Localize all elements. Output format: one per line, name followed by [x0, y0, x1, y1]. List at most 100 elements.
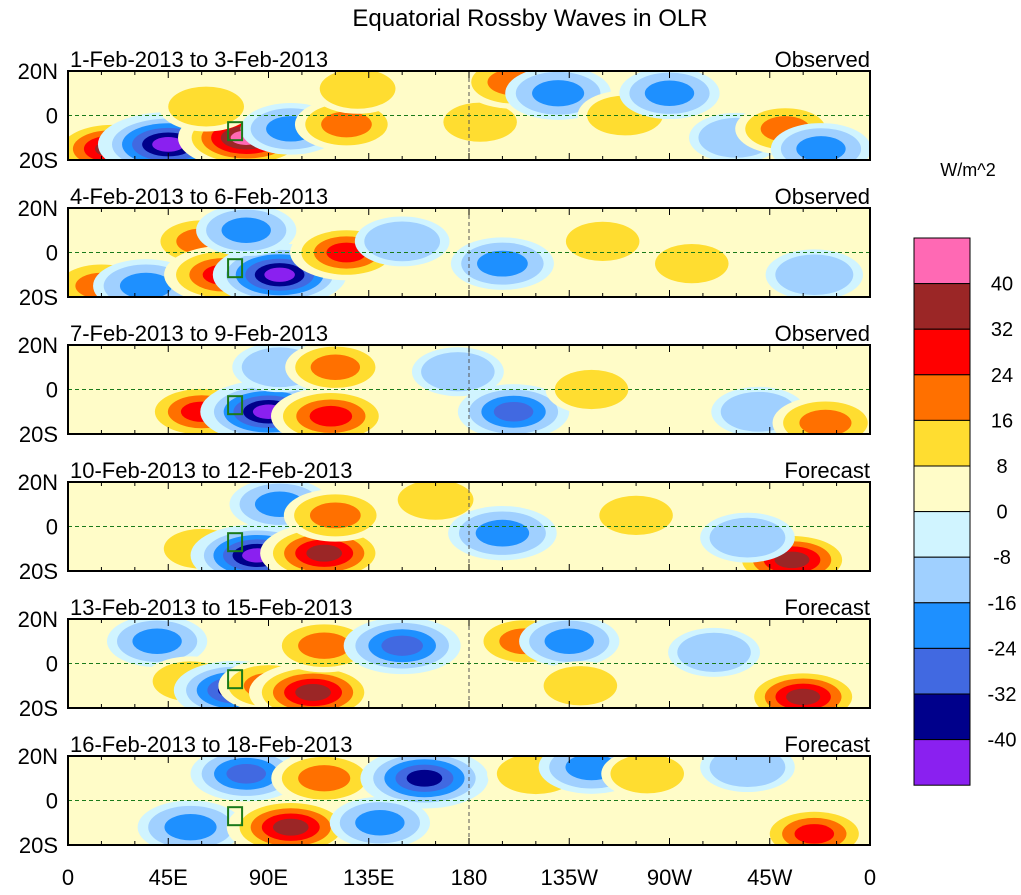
panel-date-range: 1-Feb-2013 to 3-Feb-2013	[70, 47, 328, 72]
anomaly-contour	[775, 254, 854, 296]
anomaly-contour	[168, 86, 244, 127]
map-panel: 10-Feb-2013 to 12-Feb-2013 Forecast 20N 0 20…	[18, 458, 871, 584]
y-tick-label: 20N	[18, 470, 58, 495]
x-tick-label: 45E	[149, 865, 188, 890]
anomaly-contour	[709, 517, 786, 558]
anomaly-contour	[272, 818, 309, 836]
y-tick-label: 20N	[18, 333, 58, 358]
y-tick-label: 20S	[19, 148, 58, 173]
anomaly-contour	[475, 519, 530, 547]
colorbar-label: -40	[988, 730, 1017, 752]
anomaly-contour	[309, 405, 353, 427]
colorbar-label: -8	[993, 547, 1011, 569]
anomaly-contour	[544, 628, 594, 654]
anomaly-contour	[543, 666, 618, 706]
y-tick-label: 20S	[19, 559, 58, 584]
y-tick-label: 20N	[18, 744, 58, 769]
x-tick-label: 45W	[747, 865, 792, 890]
anomaly-contour	[381, 635, 423, 656]
anomaly-contour	[226, 763, 267, 784]
x-tick-label: 135W	[541, 865, 599, 890]
anomaly-contour	[599, 495, 673, 535]
panel-date-range: 13-Feb-2013 to 15-Feb-2013	[70, 595, 353, 620]
colorbar-label: 16	[991, 410, 1013, 432]
anomaly-contour	[554, 369, 629, 410]
region-box	[227, 121, 244, 142]
map-panel: 16-Feb-2013 to 18-Feb-2013 Forecast 20N 0 20…	[18, 732, 871, 858]
y-tick-label: 0	[46, 104, 58, 129]
y-tick-label: 20S	[19, 696, 58, 721]
colorbar-swatch	[913, 556, 971, 604]
colorbar-swatch	[913, 283, 971, 330]
panel-status: Observed	[775, 184, 870, 209]
colorbar-swatch	[913, 465, 971, 513]
anomaly-contour	[406, 769, 443, 787]
colorbar-swatch	[913, 419, 971, 467]
anomaly-contour	[298, 632, 351, 659]
anomaly-contour	[443, 102, 517, 142]
anomaly-contour	[132, 628, 182, 654]
anomaly-contour	[295, 684, 331, 701]
panel-date-range: 4-Feb-2013 to 6-Feb-2013	[70, 184, 328, 209]
x-tick-label: 90W	[647, 865, 692, 890]
y-tick-label: 0	[46, 789, 58, 814]
y-tick-label: 0	[46, 515, 58, 540]
colorbar-swatch	[913, 693, 971, 741]
anomaly-contour	[655, 244, 729, 284]
x-tick-label: 90E	[249, 865, 288, 890]
panel-status: Observed	[775, 47, 870, 72]
x-tick-label: 180	[451, 865, 488, 890]
y-tick-label: 0	[46, 241, 58, 266]
anomaly-contour	[309, 502, 361, 529]
chart-title: Equatorial Rossby Waves in OLR	[352, 5, 707, 32]
colorbar-swatch	[913, 511, 971, 558]
anomaly-contour	[796, 136, 846, 160]
colorbar-label: 32	[991, 319, 1013, 341]
colorbar-swatch	[913, 739, 971, 786]
panel-date-range: 16-Feb-2013 to 18-Feb-2013	[70, 732, 353, 757]
map-panel: 7-Feb-2013 to 9-Feb-2013 Observed 20N 0 20S	[18, 321, 871, 447]
panel-status: Forecast	[784, 732, 870, 757]
region-box	[227, 806, 244, 827]
region-box	[227, 258, 244, 279]
anomaly-contour	[421, 352, 495, 392]
panel-date-range: 10-Feb-2013 to 12-Feb-2013	[70, 458, 353, 483]
anomaly-contour	[164, 814, 217, 841]
colorbar-swatch	[913, 328, 971, 376]
anomaly-contour	[306, 544, 343, 562]
x-tick-label: 0	[864, 865, 876, 890]
y-tick-label: 20S	[19, 833, 58, 858]
anomaly-contour	[644, 80, 695, 106]
map-panel: 4-Feb-2013 to 6-Feb-2013 Observed 20N 0 20S	[18, 184, 871, 310]
anomaly-contour	[709, 756, 786, 788]
colorbar-label: -32	[988, 684, 1017, 706]
colorbar-label: 8	[996, 456, 1007, 478]
anomaly-contour	[397, 482, 474, 520]
colorbar-label: -16	[988, 593, 1017, 615]
panel-date-range: 7-Feb-2013 to 9-Feb-2013	[70, 321, 328, 346]
anomaly-contour	[221, 217, 271, 243]
region-box	[227, 532, 244, 553]
y-tick-label: 20N	[18, 59, 58, 84]
anomaly-contour	[565, 221, 640, 261]
y-tick-label: 0	[46, 378, 58, 403]
colorbar-label: 40	[991, 274, 1013, 296]
panel-status: Observed	[775, 321, 870, 346]
anomaly-contour	[119, 272, 173, 297]
anomaly-contour	[152, 137, 185, 152]
panel-status: Forecast	[784, 595, 870, 620]
map-panel: 13-Feb-2013 to 15-Feb-2013 Forecast 20N 0 20…	[18, 595, 871, 721]
y-tick-label: 20S	[19, 422, 58, 447]
anomaly-contour	[799, 409, 852, 434]
y-tick-label: 20N	[18, 607, 58, 632]
colorbar-swatch	[913, 237, 971, 285]
anomaly-contour	[774, 551, 810, 569]
map-panel: 1-Feb-2013 to 3-Feb-2013 Observed 20N 0 20S	[18, 47, 871, 173]
colorbar-label: 0	[996, 502, 1007, 524]
anomaly-contour	[319, 71, 396, 109]
x-tick-label: 0	[62, 865, 74, 890]
anomaly-contour	[321, 111, 372, 138]
anomaly-contour	[677, 632, 751, 672]
anomaly-contour	[264, 267, 295, 282]
